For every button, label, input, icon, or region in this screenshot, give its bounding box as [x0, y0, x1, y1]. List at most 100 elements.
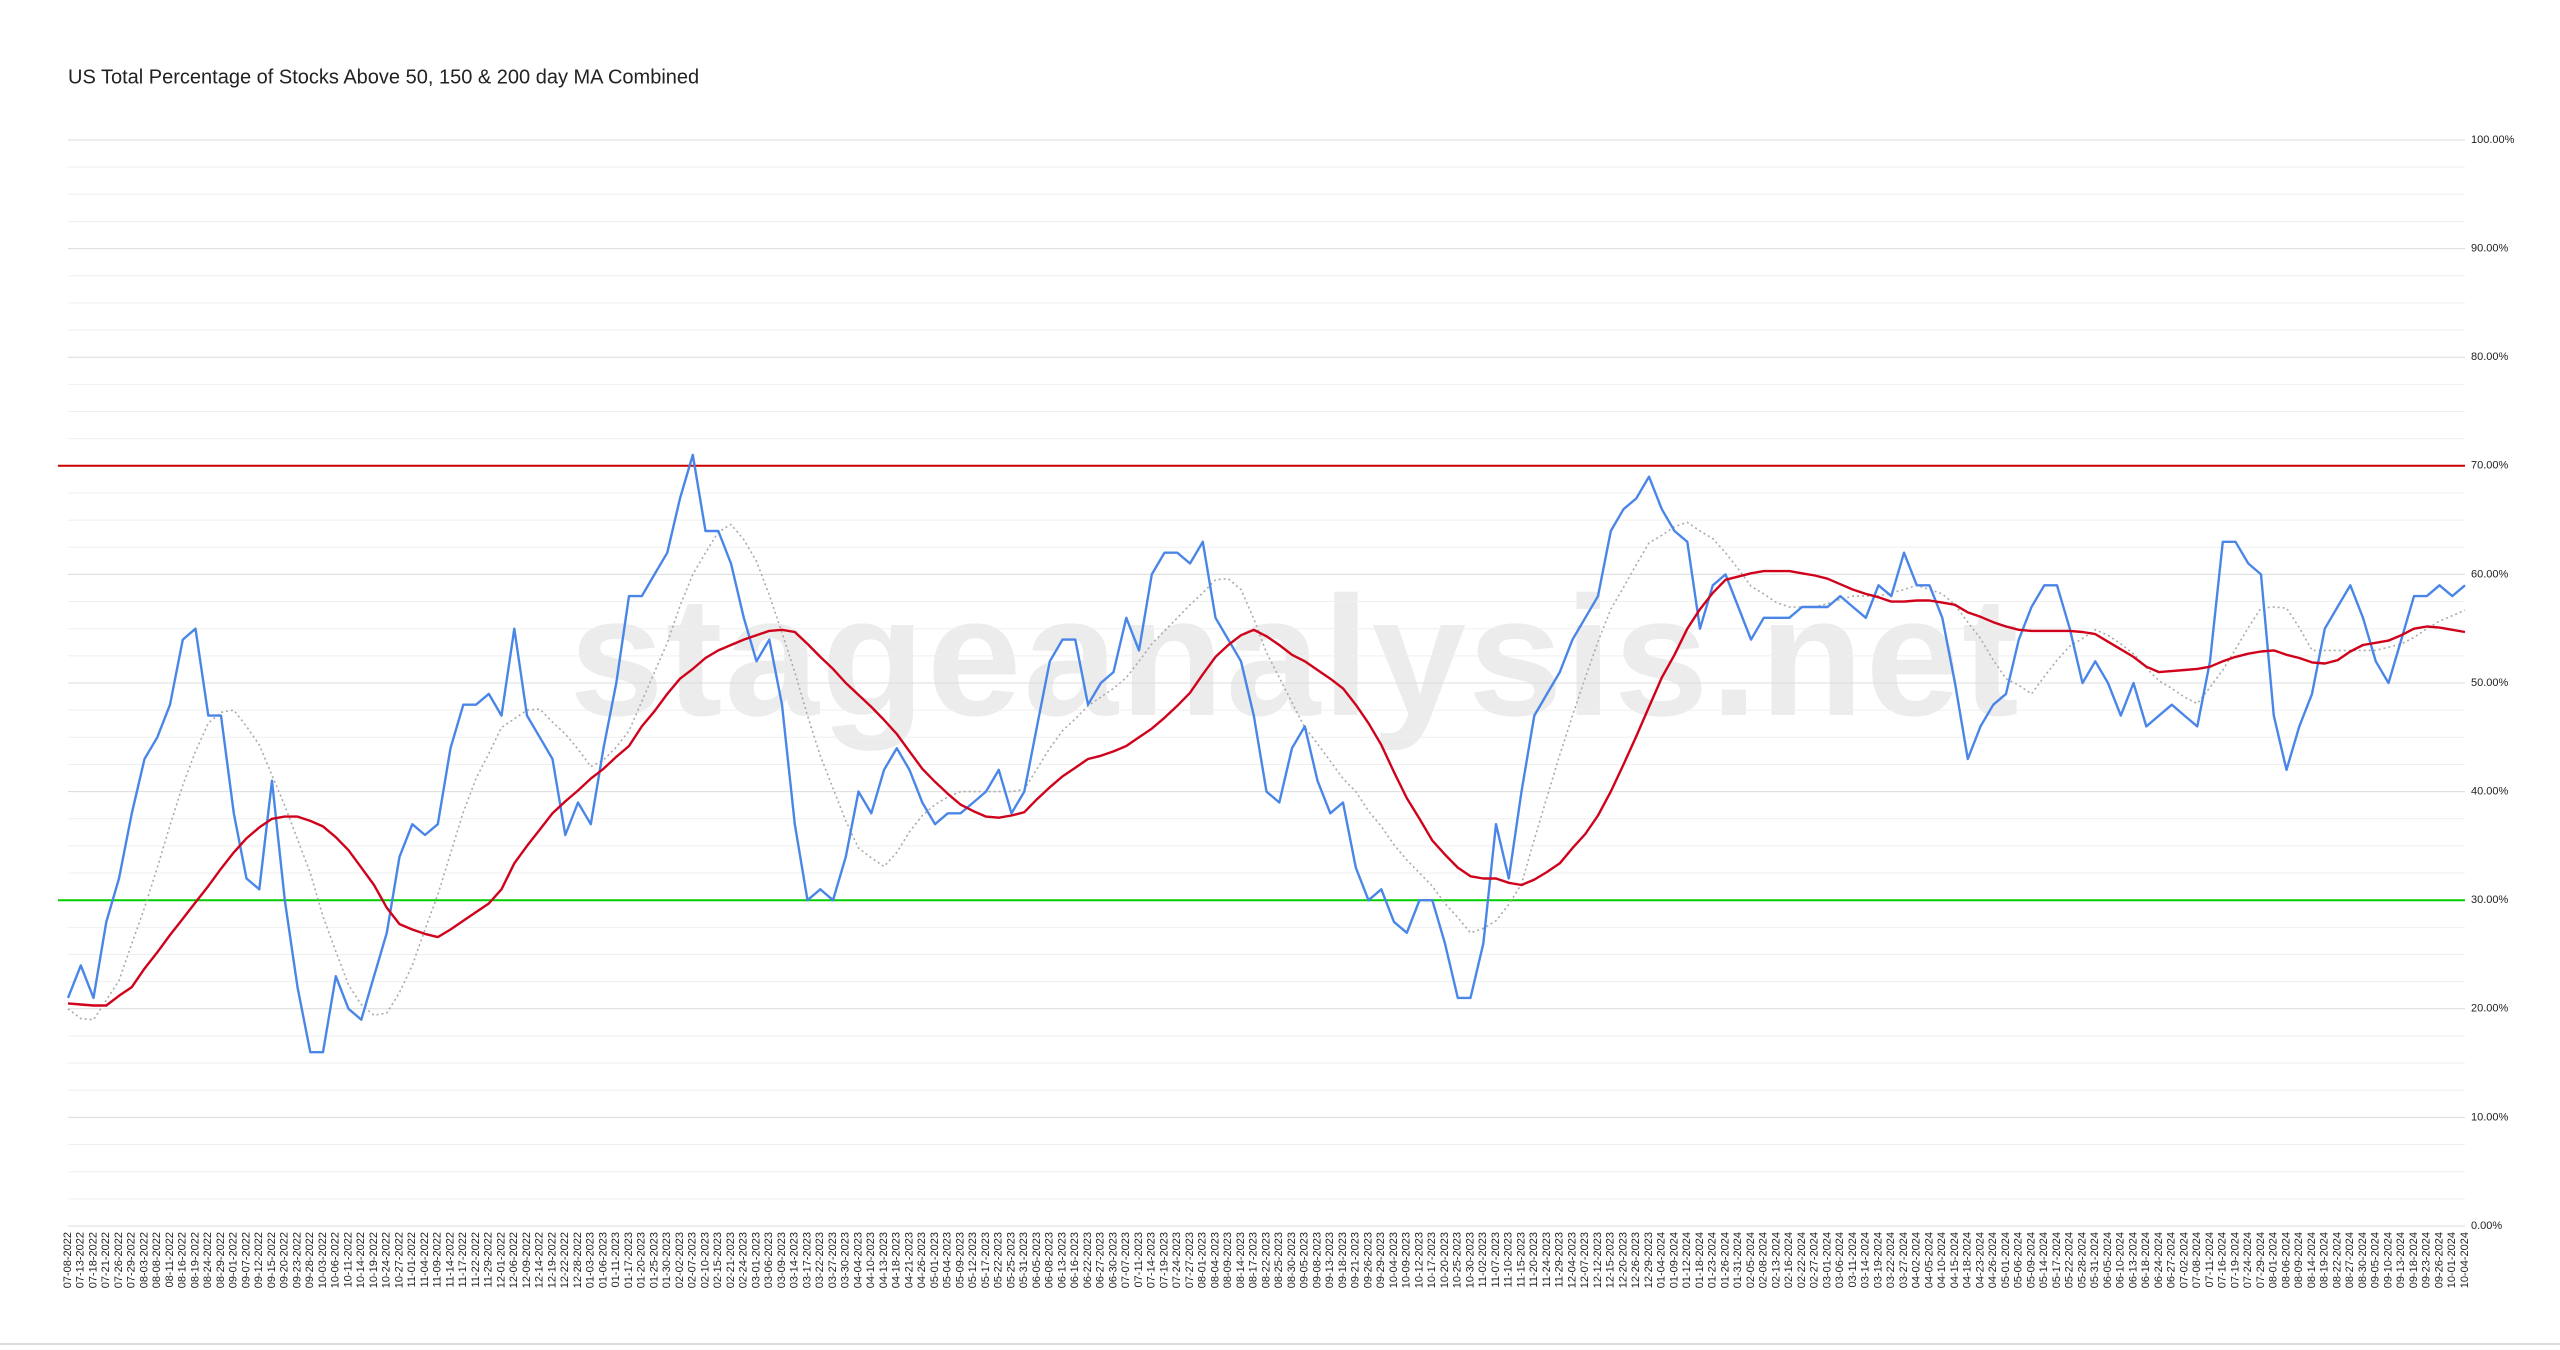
x-tick-label: 04-04-2023: [852, 1232, 864, 1288]
x-tick-label: 06-30-2023: [1107, 1232, 1119, 1288]
x-tick-label: 01-18-2024: [1694, 1232, 1706, 1288]
x-tick-label: 06-27-2024: [2166, 1232, 2178, 1288]
x-tick-label: 08-30-2024: [2357, 1232, 2369, 1288]
x-tick-label: 03-09-2023: [776, 1232, 788, 1288]
x-tick-label: 09-05-2023: [1299, 1232, 1311, 1288]
y-tick-label: 60.00%: [2471, 568, 2509, 580]
x-tick-label: 07-11-2024: [2204, 1232, 2216, 1287]
x-tick-label: 09-28-2022: [304, 1232, 316, 1288]
x-tick-label: 12-26-2023: [1630, 1232, 1642, 1288]
x-tick-label: 06-13-2024: [2127, 1232, 2139, 1288]
x-tick-label: 11-09-2022: [432, 1232, 444, 1287]
x-tick-label: 07-29-2024: [2255, 1232, 2267, 1288]
x-tick-label: 07-02-2024: [2178, 1232, 2190, 1288]
x-tick-label: 02-15-2023: [712, 1232, 724, 1288]
x-tick-label: 01-26-2024: [1719, 1232, 1731, 1288]
x-tick-label: 01-20-2023: [636, 1232, 648, 1288]
x-tick-label: 01-17-2023: [623, 1232, 635, 1288]
x-tick-label: 07-07-2023: [1120, 1232, 1132, 1288]
x-tick-label: 01-23-2024: [1707, 1232, 1719, 1288]
x-tick-label: 07-21-2022: [100, 1232, 112, 1288]
y-tick-label: 90.00%: [2471, 243, 2509, 255]
x-tick-label: 08-03-2022: [138, 1232, 150, 1288]
x-tick-label: 12-29-2023: [1643, 1232, 1655, 1288]
x-tick-label: 11-15-2023: [1515, 1232, 1527, 1287]
x-tick-label: 08-11-2022: [164, 1232, 176, 1287]
x-tick-label: 08-29-2022: [215, 1232, 227, 1288]
x-tick-label: 12-15-2023: [1605, 1232, 1617, 1288]
x-tick-label: 09-26-2023: [1362, 1232, 1374, 1288]
x-tick-label: 04-18-2023: [891, 1232, 903, 1288]
x-tick-label: 08-19-2022: [189, 1232, 201, 1288]
x-tick-label: 08-25-2023: [1273, 1232, 1285, 1288]
y-tick-label: 0.00%: [2471, 1220, 2502, 1232]
x-tick-label: 10-06-2022: [330, 1232, 342, 1288]
x-tick-label: 04-21-2023: [903, 1232, 915, 1288]
x-tick-label: 04-26-2024: [1987, 1232, 1999, 1288]
x-tick-label: 09-10-2024: [2382, 1232, 2394, 1288]
x-tick-label: 09-15-2022: [266, 1232, 278, 1288]
x-tick-label: 10-04-2024: [2459, 1232, 2471, 1288]
x-tick-label: 08-04-2023: [1209, 1232, 1221, 1288]
x-tick-label: 03-22-2023: [814, 1232, 826, 1288]
x-tick-label: 01-25-2023: [648, 1232, 660, 1288]
x-tick-label: 02-22-2024: [1796, 1232, 1808, 1288]
x-tick-label: 11-14-2022: [444, 1232, 456, 1287]
x-tick-label: 09-29-2023: [1375, 1232, 1387, 1288]
x-tick-label: 09-08-2023: [1311, 1232, 1323, 1288]
x-tick-label: 02-02-2023: [674, 1232, 686, 1288]
x-tick-label: 06-05-2024: [2102, 1232, 2114, 1288]
x-tick-label: 03-17-2023: [801, 1232, 813, 1288]
x-tick-label: 04-05-2024: [1923, 1232, 1935, 1288]
x-tick-label: 02-08-2024: [1758, 1232, 1770, 1288]
x-tick-label: 12-07-2023: [1579, 1232, 1591, 1288]
x-tick-label: 07-26-2022: [113, 1232, 125, 1288]
y-tick-label: 30.00%: [2471, 894, 2509, 906]
x-tick-label: 10-27-2022: [393, 1232, 405, 1288]
x-tick-label: 03-01-2023: [750, 1232, 762, 1288]
x-tick-label: 11-29-2023: [1554, 1232, 1566, 1287]
x-tick-label: 03-30-2023: [840, 1232, 852, 1288]
x-tick-label: 09-13-2023: [1324, 1232, 1336, 1288]
x-tick-label: 01-03-2023: [585, 1232, 597, 1288]
y-tick-label: 70.00%: [2471, 460, 2509, 472]
x-tick-label: 10-19-2022: [368, 1232, 380, 1288]
x-tick-label: 05-04-2023: [942, 1232, 954, 1288]
x-tick-label: 08-16-2022: [177, 1232, 189, 1288]
x-tick-label: 08-19-2024: [2319, 1232, 2331, 1288]
x-tick-label: 10-04-2023: [1388, 1232, 1400, 1288]
x-tick-label: 10-17-2023: [1426, 1232, 1438, 1288]
x-tick-label: 09-07-2022: [240, 1232, 252, 1288]
x-tick-label: 04-15-2024: [1949, 1232, 1961, 1288]
y-tick-label: 40.00%: [2471, 786, 2509, 798]
x-tick-label: 03-27-2024: [1898, 1232, 1910, 1288]
x-tick-label: 01-30-2023: [661, 1232, 673, 1288]
x-tick-label: 08-22-2023: [1260, 1232, 1272, 1288]
x-tick-label: 12-28-2022: [572, 1232, 584, 1288]
x-tick-label: 10-30-2023: [1464, 1232, 1476, 1288]
chart-title: US Total Percentage of Stocks Above 50, …: [68, 66, 699, 88]
series-line: [67, 569, 2466, 1007]
x-tick-label: 07-24-2024: [2242, 1232, 2254, 1288]
x-tick-label: 05-09-2023: [954, 1232, 966, 1288]
x-tick-label: 02-27-2024: [1809, 1232, 1821, 1288]
x-tick-label: 04-18-2024: [1962, 1232, 1974, 1288]
x-tick-label: 11-04-2022: [419, 1232, 431, 1287]
x-tick-label: 02-07-2023: [687, 1232, 699, 1288]
x-tick-label: 03-06-2024: [1834, 1232, 1846, 1288]
x-tick-label: 11-22-2022: [470, 1232, 482, 1287]
x-tick-label: 06-16-2023: [1069, 1232, 1081, 1288]
x-tick-label: 12-20-2023: [1617, 1232, 1629, 1288]
x-tick-label: 05-31-2024: [2089, 1232, 2101, 1288]
x-tick-label: 08-09-2024: [2293, 1232, 2305, 1288]
x-tick-label: 10-11-2022: [342, 1232, 354, 1287]
x-tick-label: 05-28-2024: [2076, 1232, 2088, 1288]
x-tick-label: 01-11-2023: [610, 1232, 622, 1287]
x-tick-label: 01-06-2023: [597, 1232, 609, 1288]
x-tick-label: 03-11-2024: [1847, 1232, 1859, 1287]
x-tick-label: 04-13-2023: [878, 1232, 890, 1288]
x-tick-label: 05-06-2024: [2013, 1232, 2025, 1288]
x-tick-label: 04-10-2023: [865, 1232, 877, 1288]
x-tick-label: 07-14-2023: [1146, 1232, 1158, 1288]
x-tick-label: 06-24-2024: [2153, 1232, 2165, 1288]
